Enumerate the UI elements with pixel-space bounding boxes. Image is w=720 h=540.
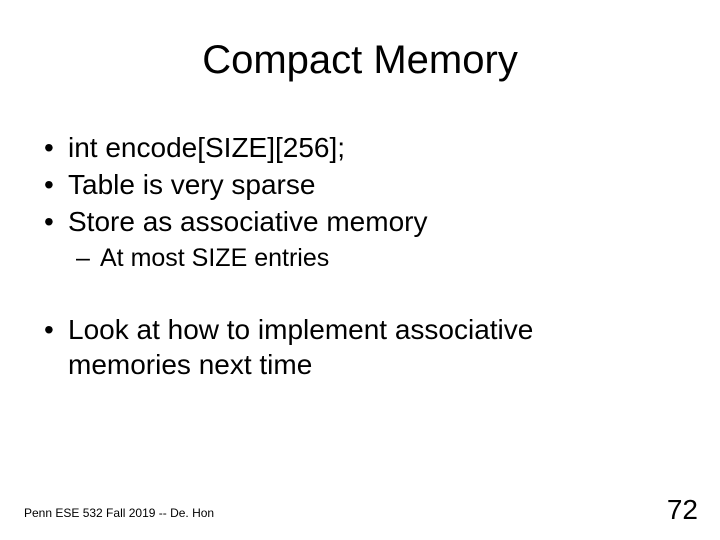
bullet-item: Look at how to implement associative mem… xyxy=(40,312,680,382)
bullet-text-line: memories next time xyxy=(68,349,312,380)
bullet-item: int encode[SIZE][256]; xyxy=(40,130,680,165)
bullet-item: Table is very sparse xyxy=(40,167,680,202)
bullet-item: Store as associative memory xyxy=(40,204,680,239)
bullet-list: int encode[SIZE][256]; Table is very spa… xyxy=(40,130,680,384)
footer-text: Penn ESE 532 Fall 2019 -- De. Hon xyxy=(24,506,214,520)
slide: Compact Memory int encode[SIZE][256]; Ta… xyxy=(0,0,720,540)
page-number: 72 xyxy=(667,494,698,526)
slide-title: Compact Memory xyxy=(0,38,720,83)
bullet-text-line: Look at how to implement associative xyxy=(68,314,533,345)
bullet-subitem: At most SIZE entries xyxy=(40,243,680,274)
spacer xyxy=(40,278,680,312)
